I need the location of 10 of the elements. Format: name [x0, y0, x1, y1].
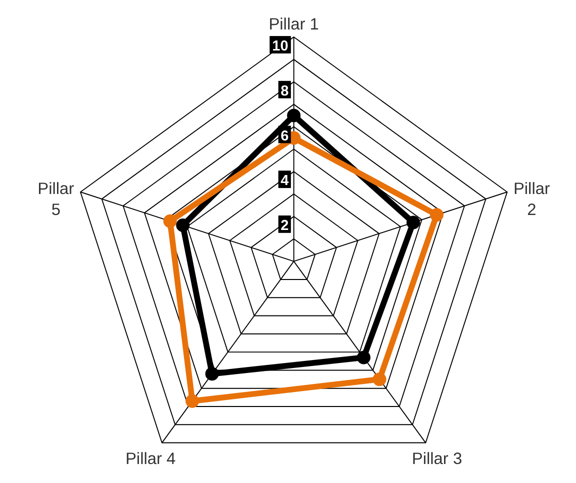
spoke-label: Pillar 4: [125, 450, 176, 468]
spoke-label: Pillar 2: [513, 180, 550, 220]
spoke-label: Pillar 5: [38, 180, 75, 220]
y-tick-label: 6: [280, 128, 289, 144]
y-tick-label: 4: [280, 173, 289, 190]
y-tick-label: 10: [272, 38, 288, 55]
y-tick-label: 2: [280, 218, 289, 234]
spoke-label: Pillar 1: [268, 15, 319, 34]
y-tick-label: 8: [280, 83, 289, 100]
spoke-label: Pillar 3: [412, 450, 462, 468]
